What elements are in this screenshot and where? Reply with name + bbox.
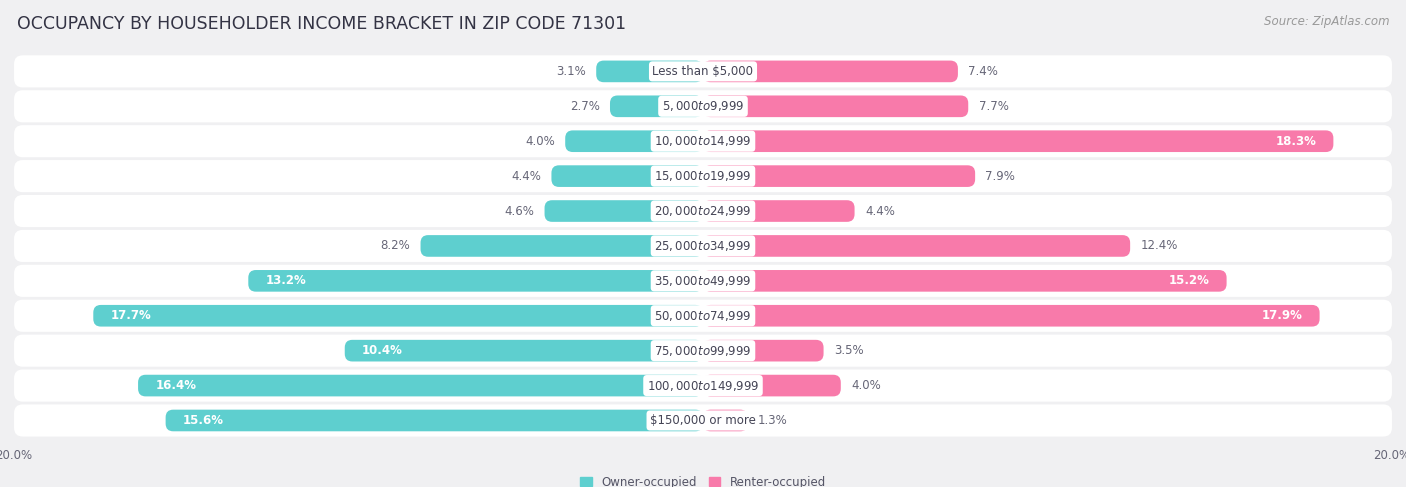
Text: OCCUPANCY BY HOUSEHOLDER INCOME BRACKET IN ZIP CODE 71301: OCCUPANCY BY HOUSEHOLDER INCOME BRACKET …	[17, 15, 626, 33]
Text: 1.3%: 1.3%	[758, 414, 787, 427]
Text: 7.7%: 7.7%	[979, 100, 1008, 113]
FancyBboxPatch shape	[14, 300, 1392, 332]
FancyBboxPatch shape	[14, 90, 1392, 122]
Legend: Owner-occupied, Renter-occupied: Owner-occupied, Renter-occupied	[579, 475, 827, 487]
Text: $50,000 to $74,999: $50,000 to $74,999	[654, 309, 752, 323]
FancyBboxPatch shape	[703, 165, 976, 187]
FancyBboxPatch shape	[14, 370, 1392, 402]
FancyBboxPatch shape	[551, 165, 703, 187]
FancyBboxPatch shape	[420, 235, 703, 257]
Text: 18.3%: 18.3%	[1275, 135, 1316, 148]
FancyBboxPatch shape	[565, 131, 703, 152]
FancyBboxPatch shape	[703, 270, 1226, 292]
FancyBboxPatch shape	[166, 410, 703, 431]
Text: $20,000 to $24,999: $20,000 to $24,999	[654, 204, 752, 218]
Text: $75,000 to $99,999: $75,000 to $99,999	[654, 344, 752, 357]
Text: 15.2%: 15.2%	[1168, 274, 1209, 287]
FancyBboxPatch shape	[14, 56, 1392, 88]
Text: 4.0%: 4.0%	[524, 135, 555, 148]
FancyBboxPatch shape	[703, 305, 1320, 327]
Text: 7.4%: 7.4%	[969, 65, 998, 78]
Text: Less than $5,000: Less than $5,000	[652, 65, 754, 78]
Text: 3.1%: 3.1%	[557, 65, 586, 78]
FancyBboxPatch shape	[138, 375, 703, 396]
Text: Source: ZipAtlas.com: Source: ZipAtlas.com	[1264, 15, 1389, 28]
FancyBboxPatch shape	[14, 160, 1392, 192]
FancyBboxPatch shape	[703, 95, 969, 117]
Text: $25,000 to $34,999: $25,000 to $34,999	[654, 239, 752, 253]
FancyBboxPatch shape	[93, 305, 703, 327]
Text: 4.4%: 4.4%	[865, 205, 894, 218]
FancyBboxPatch shape	[596, 60, 703, 82]
FancyBboxPatch shape	[703, 375, 841, 396]
FancyBboxPatch shape	[344, 340, 703, 361]
FancyBboxPatch shape	[703, 410, 748, 431]
Text: $150,000 or more: $150,000 or more	[650, 414, 756, 427]
Text: $100,000 to $149,999: $100,000 to $149,999	[647, 378, 759, 393]
Text: 17.7%: 17.7%	[111, 309, 152, 322]
Text: 10.4%: 10.4%	[361, 344, 404, 357]
FancyBboxPatch shape	[14, 195, 1392, 227]
FancyBboxPatch shape	[544, 200, 703, 222]
Text: 2.7%: 2.7%	[569, 100, 599, 113]
Text: 15.6%: 15.6%	[183, 414, 224, 427]
Text: 13.2%: 13.2%	[266, 274, 307, 287]
Text: 4.4%: 4.4%	[512, 169, 541, 183]
FancyBboxPatch shape	[703, 131, 1333, 152]
Text: 3.5%: 3.5%	[834, 344, 863, 357]
FancyBboxPatch shape	[14, 230, 1392, 262]
FancyBboxPatch shape	[703, 340, 824, 361]
Text: 16.4%: 16.4%	[155, 379, 197, 392]
FancyBboxPatch shape	[249, 270, 703, 292]
Text: $5,000 to $9,999: $5,000 to $9,999	[662, 99, 744, 113]
Text: $35,000 to $49,999: $35,000 to $49,999	[654, 274, 752, 288]
Text: 4.6%: 4.6%	[505, 205, 534, 218]
FancyBboxPatch shape	[703, 200, 855, 222]
Text: 7.9%: 7.9%	[986, 169, 1015, 183]
Text: 12.4%: 12.4%	[1140, 240, 1178, 252]
FancyBboxPatch shape	[703, 235, 1130, 257]
Text: $15,000 to $19,999: $15,000 to $19,999	[654, 169, 752, 183]
Text: 17.9%: 17.9%	[1261, 309, 1302, 322]
FancyBboxPatch shape	[14, 125, 1392, 157]
Text: 8.2%: 8.2%	[381, 240, 411, 252]
Text: $10,000 to $14,999: $10,000 to $14,999	[654, 134, 752, 148]
FancyBboxPatch shape	[14, 335, 1392, 367]
FancyBboxPatch shape	[703, 60, 957, 82]
Text: 4.0%: 4.0%	[851, 379, 882, 392]
FancyBboxPatch shape	[610, 95, 703, 117]
FancyBboxPatch shape	[14, 404, 1392, 436]
FancyBboxPatch shape	[14, 265, 1392, 297]
